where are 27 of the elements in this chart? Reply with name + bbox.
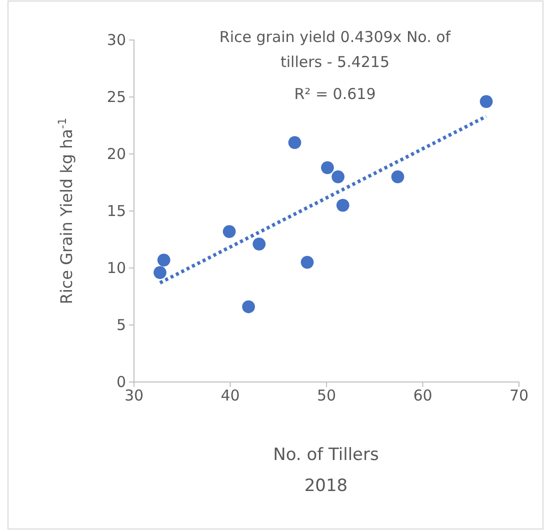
x-tick-label: 70: [509, 386, 529, 405]
point: [480, 95, 493, 108]
y-tick-label: 30: [106, 30, 126, 49]
x-tick-label: 40: [220, 386, 240, 405]
text: 2018: [304, 476, 348, 496]
y-tick-label: 25: [106, 88, 126, 106]
y-tick-label: 20: [106, 144, 126, 163]
x-tick-label: 60: [413, 386, 432, 405]
x-tick-label: 50: [316, 386, 336, 405]
point: [252, 238, 266, 250]
y-tick-label: 5: [116, 316, 126, 334]
point: [157, 254, 170, 266]
annotation: R² = 0.619: [294, 85, 376, 103]
point: [242, 300, 255, 314]
x-axis-title: No. of Tillers: [273, 445, 380, 465]
point: [300, 256, 314, 269]
y-tick-label: 10: [106, 258, 126, 277]
point: [391, 170, 404, 184]
point: [154, 266, 166, 279]
point: [321, 161, 334, 174]
point: [336, 198, 350, 212]
annotation: Rice grain yield 0.4309x No. of tillers - 5.4215: [219, 28, 452, 71]
point: [222, 225, 236, 238]
point: [288, 136, 302, 150]
y-tick-label: 0: [116, 372, 126, 391]
point: [332, 170, 344, 184]
y-tick-label: 15: [106, 202, 126, 220]
